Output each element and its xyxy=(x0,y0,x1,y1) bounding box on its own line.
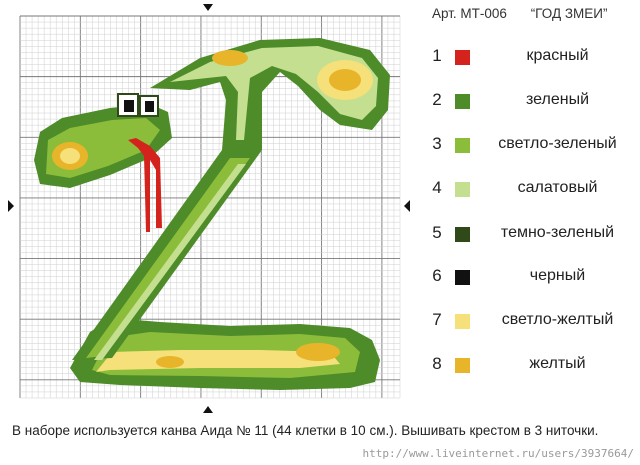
marker-top xyxy=(203,4,213,11)
marker-right xyxy=(404,200,410,212)
legend-number: 5 xyxy=(432,223,442,242)
legend-swatch xyxy=(455,358,470,373)
legend-number: 2 xyxy=(432,90,442,109)
pattern-chart xyxy=(8,4,410,413)
snake-pupil xyxy=(124,100,134,112)
legend-swatch xyxy=(455,314,470,329)
legend-swatch xyxy=(455,227,470,242)
legend-color-name: светло-желтый xyxy=(501,311,614,328)
legend-color-name: салатовый xyxy=(517,179,598,196)
legend-number: 8 xyxy=(432,354,442,373)
snake-figure xyxy=(34,38,390,390)
tail-spot xyxy=(296,343,340,361)
canvas-note: В наборе используется канва Аида № 11 (4… xyxy=(12,423,599,438)
body-spot xyxy=(329,69,361,91)
snake-tongue xyxy=(128,138,162,232)
header: Арт. МТ-006 “ГОД ЗМЕИ” xyxy=(432,6,607,21)
cross-stitch-pattern xyxy=(8,4,410,413)
marker-bottom xyxy=(203,406,213,413)
legend-color-name: желтый xyxy=(529,355,586,372)
legend-item: 4 салатовый xyxy=(420,176,640,206)
center-markers xyxy=(8,4,410,413)
legend-item: 3 светло-зеленый xyxy=(420,132,640,162)
legend-swatch xyxy=(455,50,470,65)
legend-color-name: красный xyxy=(526,47,589,64)
legend-item: 6 черный xyxy=(420,264,640,294)
legend-swatch xyxy=(455,94,470,109)
legend-item: 5 темно-зеленый xyxy=(420,221,640,251)
legend-number: 4 xyxy=(432,178,442,197)
snake-tail-belly xyxy=(96,350,340,372)
marker-left xyxy=(8,200,14,212)
pattern-title: “ГОД ЗМЕИ” xyxy=(530,6,608,21)
legend-swatch xyxy=(455,138,470,153)
legend-item: 7 светло-желтый xyxy=(420,308,640,338)
legend-color-name: светло-зеленый xyxy=(498,135,617,152)
watermark-url: http://www.liveinternet.ru/users/3937664… xyxy=(362,447,634,460)
legend-color-name: черный xyxy=(529,267,586,284)
tail-spot xyxy=(156,356,184,368)
legend-color-name: зеленый xyxy=(525,91,590,108)
legend-item: 1 красный xyxy=(420,44,640,74)
legend-number: 1 xyxy=(432,46,442,65)
body-spot xyxy=(212,50,248,66)
legend-swatch xyxy=(455,182,470,197)
legend-item: 8 желтый xyxy=(420,352,640,382)
legend-color-name: темно-зеленый xyxy=(500,224,615,241)
snake-body-diagonal-belly xyxy=(94,164,246,360)
article-code: Арт. МТ-006 xyxy=(432,6,507,21)
snake-pupil xyxy=(145,101,154,112)
legend-number: 3 xyxy=(432,134,442,153)
legend-number: 7 xyxy=(432,310,442,329)
legend-swatch xyxy=(455,270,470,285)
head-spot xyxy=(60,148,80,164)
legend-number: 6 xyxy=(432,266,442,285)
legend-item: 2 зеленый xyxy=(420,88,640,118)
